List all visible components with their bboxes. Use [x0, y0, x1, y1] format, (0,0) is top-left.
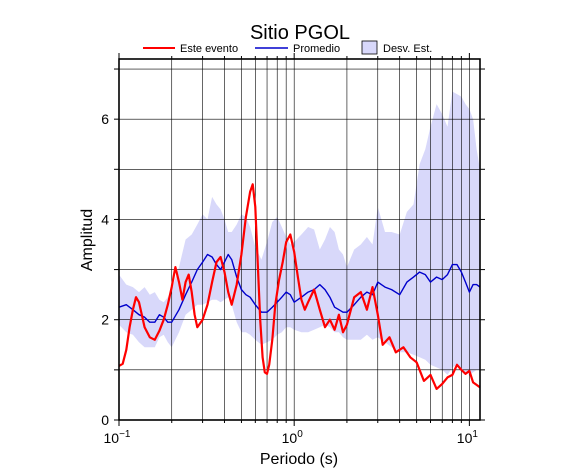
- series-line-promedio: [118, 253, 481, 323]
- y-tick-labels: 0 2 4 6: [101, 68, 485, 428]
- x-tick-label: 101: [457, 429, 479, 446]
- x-tick-labels: 10−1 100 101: [104, 53, 479, 446]
- x-axis-title: Periodo (s): [260, 451, 338, 468]
- plot-area: [118, 58, 481, 421]
- y-tick-label: 4: [101, 211, 109, 227]
- legend-swatch-desv-est: [361, 40, 378, 55]
- legend-label-desv-est: Desv. Est.: [383, 43, 432, 55]
- legend-label-este-evento: Este evento: [180, 43, 238, 55]
- y-axis-title: Amplitud: [79, 209, 96, 271]
- series-line-este-evento: [118, 183, 481, 390]
- grid-layer: [119, 59, 480, 420]
- std-band-layer: [119, 91, 480, 375]
- series-layer: [118, 183, 481, 390]
- chart-title: Sitio PGOL: [250, 22, 350, 44]
- y-tick-label: 0: [101, 412, 109, 428]
- y-tick-label: 6: [101, 111, 109, 127]
- x-tick-label: 10−1: [104, 429, 131, 446]
- y-tick-label: 2: [101, 312, 109, 328]
- x-tick-label: 100: [282, 429, 304, 446]
- legend-label-promedio: Promedio: [293, 43, 340, 55]
- std-band-area: [119, 91, 480, 375]
- legend: Este evento Promedio Desv. Est.: [143, 40, 432, 55]
- plot-frame: [118, 58, 481, 421]
